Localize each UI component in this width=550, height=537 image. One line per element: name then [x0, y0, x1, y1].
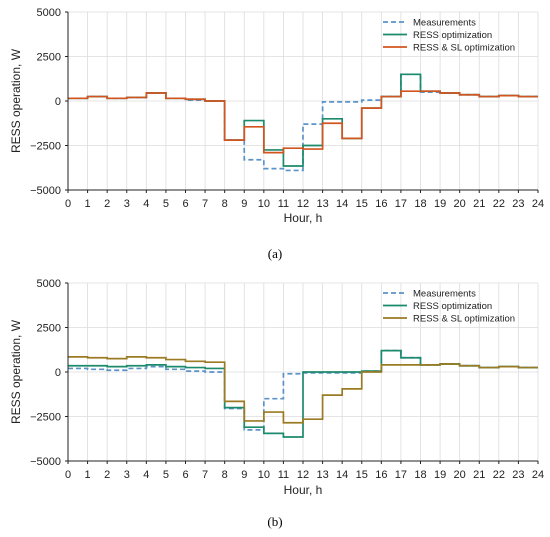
x-tick-label: 7 [202, 469, 208, 481]
x-tick-label: 10 [258, 469, 270, 481]
x-tick-label: 0 [65, 198, 71, 210]
x-tick-label: 19 [434, 469, 446, 481]
y-tick-label: −2500 [30, 141, 61, 153]
x-tick-label: 8 [222, 469, 228, 481]
x-tick-label: 21 [473, 469, 485, 481]
gridlines [67, 11, 539, 191]
legend-entry: Measurements [413, 289, 476, 300]
x-tick-label: 11 [278, 469, 289, 481]
x-tick-label: 1 [85, 198, 91, 210]
series-group [68, 73, 538, 172]
x-tick-label: 6 [182, 469, 188, 481]
y-tick-label: 0 [55, 96, 61, 108]
y-axis-label: RESS operation, W [9, 48, 23, 153]
x-tick-label: 2 [104, 198, 110, 210]
x-tick-label: 16 [375, 469, 387, 481]
x-tick-label: 1 [85, 469, 91, 481]
x-tick-label: 8 [222, 198, 228, 210]
x-tick-label: 16 [375, 198, 387, 210]
x-axis-label: Hour, h [284, 211, 323, 225]
y-tick-label: −5000 [30, 456, 61, 468]
x-tick-label: 21 [473, 198, 485, 210]
x-tick-label: 11 [278, 198, 289, 210]
x-tick-label: 20 [454, 469, 466, 481]
chart-b: 0 1 2 3 4 5 6 7 8 9 10 11 12 13 14 15 16 17 18 19 20 21 22 23 24… [9, 278, 544, 529]
x-tick-label: 13 [316, 198, 328, 210]
x-tick-label: 0 [65, 469, 71, 481]
x-tick-label: 4 [143, 198, 149, 210]
legend-entry: RESS & SL optimization [413, 43, 515, 54]
x-tick-label: 13 [316, 469, 328, 481]
x-tick-label: 18 [414, 469, 426, 481]
x-tick-label: 12 [297, 198, 309, 210]
x-tick-label: 22 [493, 469, 505, 481]
x-tick-label: 5 [163, 469, 169, 481]
x-tick-label: 19 [434, 198, 446, 210]
x-tick-label: 17 [395, 198, 407, 210]
series-line-ress-sl-optimization [68, 356, 538, 424]
x-tick-label: 20 [454, 198, 466, 210]
x-tick-label: 9 [241, 198, 247, 210]
x-tick-label: 12 [297, 469, 309, 481]
x-tick-label: 17 [395, 469, 407, 481]
y-tick-label: 2500 [37, 323, 61, 335]
legend-entry: RESS optimization [413, 301, 492, 312]
figure-caption: (b) [267, 514, 282, 529]
x-tick-label: 18 [414, 198, 426, 210]
y-tick-label: 5000 [37, 7, 61, 19]
chart-a: 0 1 2 3 4 5 6 7 8 9 10 11 12 13 14 15 16 17 18 19 20 21 22 23 24… [9, 7, 544, 261]
x-tick-label: 5 [163, 198, 169, 210]
x-tick-label: 15 [356, 469, 368, 481]
y-tick-label: 2500 [37, 52, 61, 64]
y-tick-label: 0 [55, 367, 61, 379]
x-tick-label: 23 [512, 469, 524, 481]
x-tick-label: 4 [143, 469, 149, 481]
series-group [68, 349, 538, 438]
x-tick-label: 6 [182, 198, 188, 210]
x-tick-label: 22 [493, 198, 505, 210]
x-tick-label: 14 [336, 469, 348, 481]
x-tick-label: 24 [532, 469, 544, 481]
y-axis-label: RESS operation, W [9, 319, 23, 424]
x-axis-label: Hour, h [284, 483, 323, 497]
x-tick-label: 14 [336, 198, 348, 210]
legend-entry: RESS optimization [413, 30, 492, 41]
x-tick-label: 3 [124, 198, 130, 210]
x-tick-label: 3 [124, 469, 130, 481]
x-tick-label: 10 [258, 198, 270, 210]
y-tick-label: −2500 [30, 412, 61, 424]
legend-entry: Measurements [413, 18, 476, 29]
y-tick-label: 5000 [37, 278, 61, 290]
series-line-ress-sl-optimization [68, 90, 538, 154]
x-tick-label: 2 [104, 469, 110, 481]
x-tick-label: 9 [241, 469, 247, 481]
legend-entry: RESS & SL optimization [413, 314, 515, 325]
x-tick-label: 24 [532, 198, 544, 210]
figure-caption: (a) [268, 246, 282, 261]
x-tick-label: 7 [202, 198, 208, 210]
x-tick-label: 15 [356, 198, 368, 210]
y-tick-label: −5000 [30, 185, 61, 197]
x-tick-label: 23 [512, 198, 524, 210]
